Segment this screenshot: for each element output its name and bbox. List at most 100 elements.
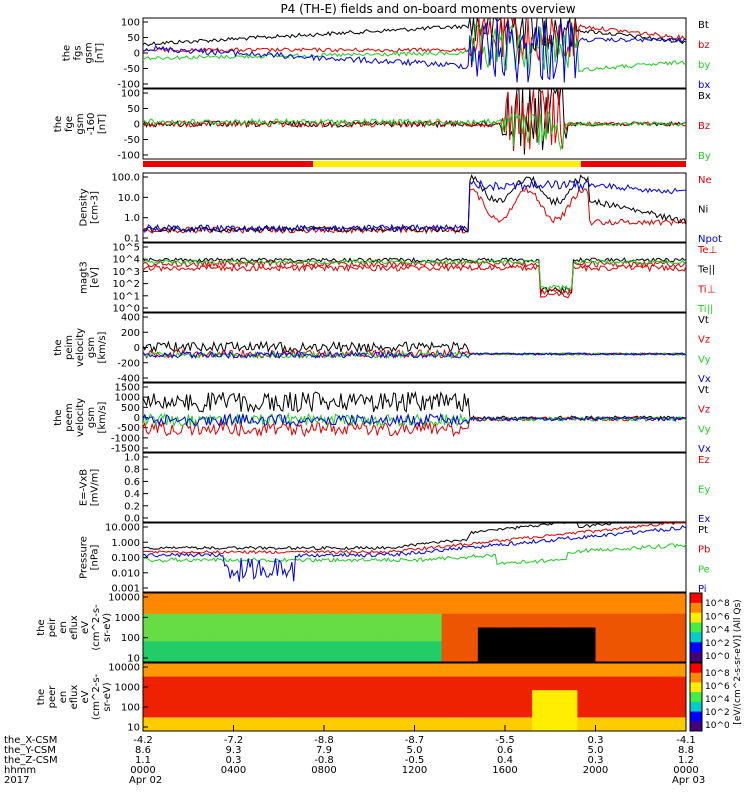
- spectrogram-cell: [649, 606, 660, 615]
- y-axis-label-line: (cm^2-s-: [91, 604, 102, 651]
- spectrogram-cell: [432, 683, 443, 691]
- spectrogram-cell: [459, 648, 470, 656]
- spectrogram-cell: [333, 627, 343, 635]
- spectrogram-cell: [360, 655, 370, 663]
- spectrogram-cell: [188, 627, 198, 635]
- spectrogram-cell: [640, 663, 651, 671]
- spectrogram-cell: [676, 724, 687, 732]
- spectrogram-cell: [179, 710, 189, 718]
- spectrogram-cell: [568, 703, 578, 712]
- spectrogram-cell: [514, 676, 524, 684]
- y-tick-label: 1500: [115, 383, 140, 394]
- spectrogram-cell: [568, 613, 578, 622]
- legend-bz: bz: [698, 40, 710, 51]
- spectrogram-cell: [432, 703, 443, 712]
- spectrogram-cell: [658, 683, 669, 691]
- y-axis-label-line: [eV]: [90, 267, 101, 288]
- spectrogram-cell: [676, 703, 687, 712]
- colorbar-cell: [690, 642, 702, 653]
- spectrogram-cell: [305, 593, 316, 601]
- spectrogram-cell: [550, 599, 560, 608]
- y-tick-label: 100: [121, 633, 140, 644]
- spectrogram-cell: [179, 683, 189, 691]
- spectrogram-cell: [667, 648, 678, 656]
- spectrogram-cell: [224, 613, 234, 622]
- spectrogram-cell: [269, 703, 280, 712]
- spectrogram-cell: [260, 593, 271, 601]
- spectrogram-cell: [631, 717, 642, 725]
- spectrogram-cell: [161, 676, 171, 684]
- y-tick-label: -100: [117, 151, 140, 162]
- spectrogram-cell: [278, 669, 289, 678]
- spectrogram-cell: [206, 599, 216, 608]
- spectrogram-cell: [333, 599, 343, 608]
- spectrogram-cell: [287, 599, 298, 608]
- spectrogram-cell: [523, 697, 533, 705]
- spectrogram-cell: [333, 703, 343, 712]
- spectrogram-cell: [658, 703, 669, 712]
- spectrogram-cell: [369, 593, 379, 601]
- series-line-Bt: [142, 16, 687, 52]
- spectrogram-cell: [649, 724, 660, 732]
- y-axis-label-line: the: [36, 689, 47, 705]
- spectrogram-cell: [441, 620, 452, 628]
- spectrogram-cell: [351, 599, 361, 608]
- legend-Bt: Bt: [698, 20, 709, 31]
- spectrogram-cell: [206, 703, 216, 712]
- spectrogram-cell: [495, 655, 506, 663]
- spectrogram-cell: [568, 717, 578, 725]
- spectrogram-cell: [405, 663, 415, 671]
- spectrogram-cell: [269, 648, 280, 656]
- spectrogram-cell: [188, 599, 198, 608]
- spectrogram-cell: [324, 703, 334, 712]
- spectrogram-cell: [314, 717, 325, 725]
- spectrogram-cell: [495, 669, 506, 678]
- legend-Bx: Bx: [698, 91, 711, 102]
- spectrogram-cell: [197, 683, 207, 691]
- spectrogram-cell: [658, 724, 669, 732]
- spectrogram-cell: [577, 648, 587, 656]
- spectrogram-cell: [152, 669, 162, 678]
- y-tick-label: 10: [127, 654, 140, 665]
- spectrogram-cell: [505, 717, 515, 725]
- spectrogram-cell: [495, 627, 506, 635]
- spectrogram-cell: [314, 648, 325, 656]
- spectrogram-cell: [215, 613, 225, 622]
- spectrogram-cell: [360, 703, 370, 712]
- panel-fgs: 100 50 0 -50 -100 the fgs gsm [nT] Bt bz by bx: [62, 16, 710, 91]
- spectrogram-cell: [676, 627, 687, 635]
- spectrogram-cell: [477, 634, 488, 642]
- spectrogram-cell: [224, 627, 234, 635]
- spectrogram-cell: [595, 634, 606, 642]
- spectrogram-cell: [170, 593, 180, 601]
- spectrogram-cell: [676, 593, 687, 601]
- spectrogram-cell: [369, 613, 379, 622]
- x-tick-zcsm: 0.3: [226, 755, 242, 766]
- x-tick-ycsm: 9.3: [226, 745, 242, 756]
- spectrogram-cell: [604, 717, 615, 725]
- spectrogram-cell: [595, 648, 606, 656]
- spectrogram-cell: [604, 655, 615, 663]
- spectrogram-cell: [251, 663, 262, 671]
- spectrogram-cell: [667, 634, 678, 642]
- spectrogram-cell: [649, 710, 660, 718]
- spectrogram-cell: [568, 663, 578, 671]
- y-axis-label-line: eV: [80, 621, 91, 634]
- spectrogram-cell: [559, 627, 569, 635]
- panel-peim: 400 200 0 -200 -400 the peim velocity gsm [km/s] V…: [53, 312, 711, 385]
- y-axis-label-line: sr-eV): [102, 613, 113, 642]
- spectrogram-cell: [188, 641, 198, 649]
- y-axis-label-line: -160: [86, 113, 97, 136]
- x-tick-xcsm: -8.8: [314, 735, 334, 746]
- spectrogram-cell: [441, 703, 452, 712]
- spectrogram-cell: [224, 593, 234, 601]
- spectrogram-cell: [595, 613, 606, 622]
- spectrogram-cell: [360, 697, 370, 705]
- spectrogram-cell: [441, 669, 452, 678]
- y-axis-label-line: [nT]: [97, 114, 108, 134]
- spectrogram-cell: [622, 593, 633, 601]
- spectrogram-cell: [242, 599, 253, 608]
- spectrogram-cell: [477, 724, 488, 732]
- spectrogram-cell: [667, 620, 678, 628]
- spectrogram-cell: [432, 655, 443, 663]
